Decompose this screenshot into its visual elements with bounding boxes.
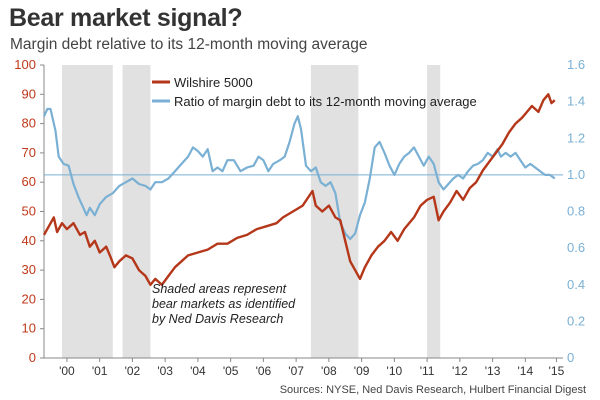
right-axis-tick-label: 0.8 — [567, 204, 585, 219]
x-axis-tick-label: '06 — [256, 364, 272, 378]
x-axis-tick-label: '01 — [92, 364, 108, 378]
right-axis-tick-label: 1.0 — [567, 167, 585, 182]
source-note: Sources: NYSE, Ned Davis Research, Hulbe… — [279, 384, 586, 396]
x-axis-tick-label: '10 — [387, 364, 403, 378]
x-axis-tick-label: '09 — [354, 364, 370, 378]
left-axis-tick-label: 90 — [22, 86, 36, 101]
bear-market-shade — [427, 65, 441, 358]
x-axis-tick-label: '08 — [321, 364, 337, 378]
x-axis-tick-label: '03 — [157, 364, 173, 378]
left-axis-tick-label: 100 — [14, 57, 36, 72]
left-axis-tick-label: 40 — [22, 233, 36, 248]
annotation-line: Shaded areas represent — [152, 282, 287, 296]
right-axis-tick-label: 0.4 — [567, 277, 585, 292]
left-axis-tick-label: 50 — [22, 204, 36, 219]
right-axis-tick-label: 1.6 — [567, 57, 585, 72]
annotation-line: by Ned Davis Research — [152, 312, 283, 326]
x-axis-tick-label: '11 — [420, 364, 435, 378]
legend-label-wilshire: Wilshire 5000 — [174, 75, 253, 90]
series-line-ratio — [42, 107, 556, 241]
x-axis-tick-label: '02 — [125, 364, 141, 378]
left-axis-tick-label: 80 — [22, 116, 36, 131]
chart-subtitle: Margin debt relative to its 12-month mov… — [10, 36, 368, 53]
x-axis-tick-label: '07 — [288, 364, 304, 378]
bear-market-shade — [310, 65, 359, 358]
right-axis-tick-label: 0.6 — [567, 240, 585, 255]
left-axis-tick-label: 10 — [22, 321, 36, 336]
x-axis-tick-label: '04 — [190, 364, 206, 378]
x-axis-tick-label: '13 — [485, 364, 501, 378]
x-axis-tick-label: '15 — [549, 364, 565, 378]
x-axis-tick-label: '00 — [59, 364, 75, 378]
x-axis-tick-label: '14 — [518, 364, 534, 378]
left-axis-tick-label: 20 — [22, 291, 36, 306]
x-axis-tick-label: '12 — [452, 364, 468, 378]
right-axis-tick-label: 0.2 — [567, 313, 585, 328]
right-axis-tick-label: 0 — [567, 350, 574, 365]
chart-title: Bear market signal? — [9, 4, 243, 32]
left-axis-tick-label: 0 — [29, 350, 36, 365]
right-axis-tick-label: 1.2 — [567, 130, 585, 145]
left-axis-tick-label: 70 — [22, 145, 36, 160]
left-axis-tick-label: 30 — [22, 262, 36, 277]
right-axis-tick-label: 1.4 — [567, 94, 585, 109]
legend-label-ratio: Ratio of margin debt to its 12-month mov… — [174, 94, 477, 109]
bear-market-shade — [122, 65, 151, 358]
annotation-line: bear markets as identified — [152, 297, 296, 311]
x-axis-tick-label: '05 — [223, 364, 239, 378]
left-axis-tick-label: 60 — [22, 174, 36, 189]
series-line-wilshire — [42, 93, 556, 286]
